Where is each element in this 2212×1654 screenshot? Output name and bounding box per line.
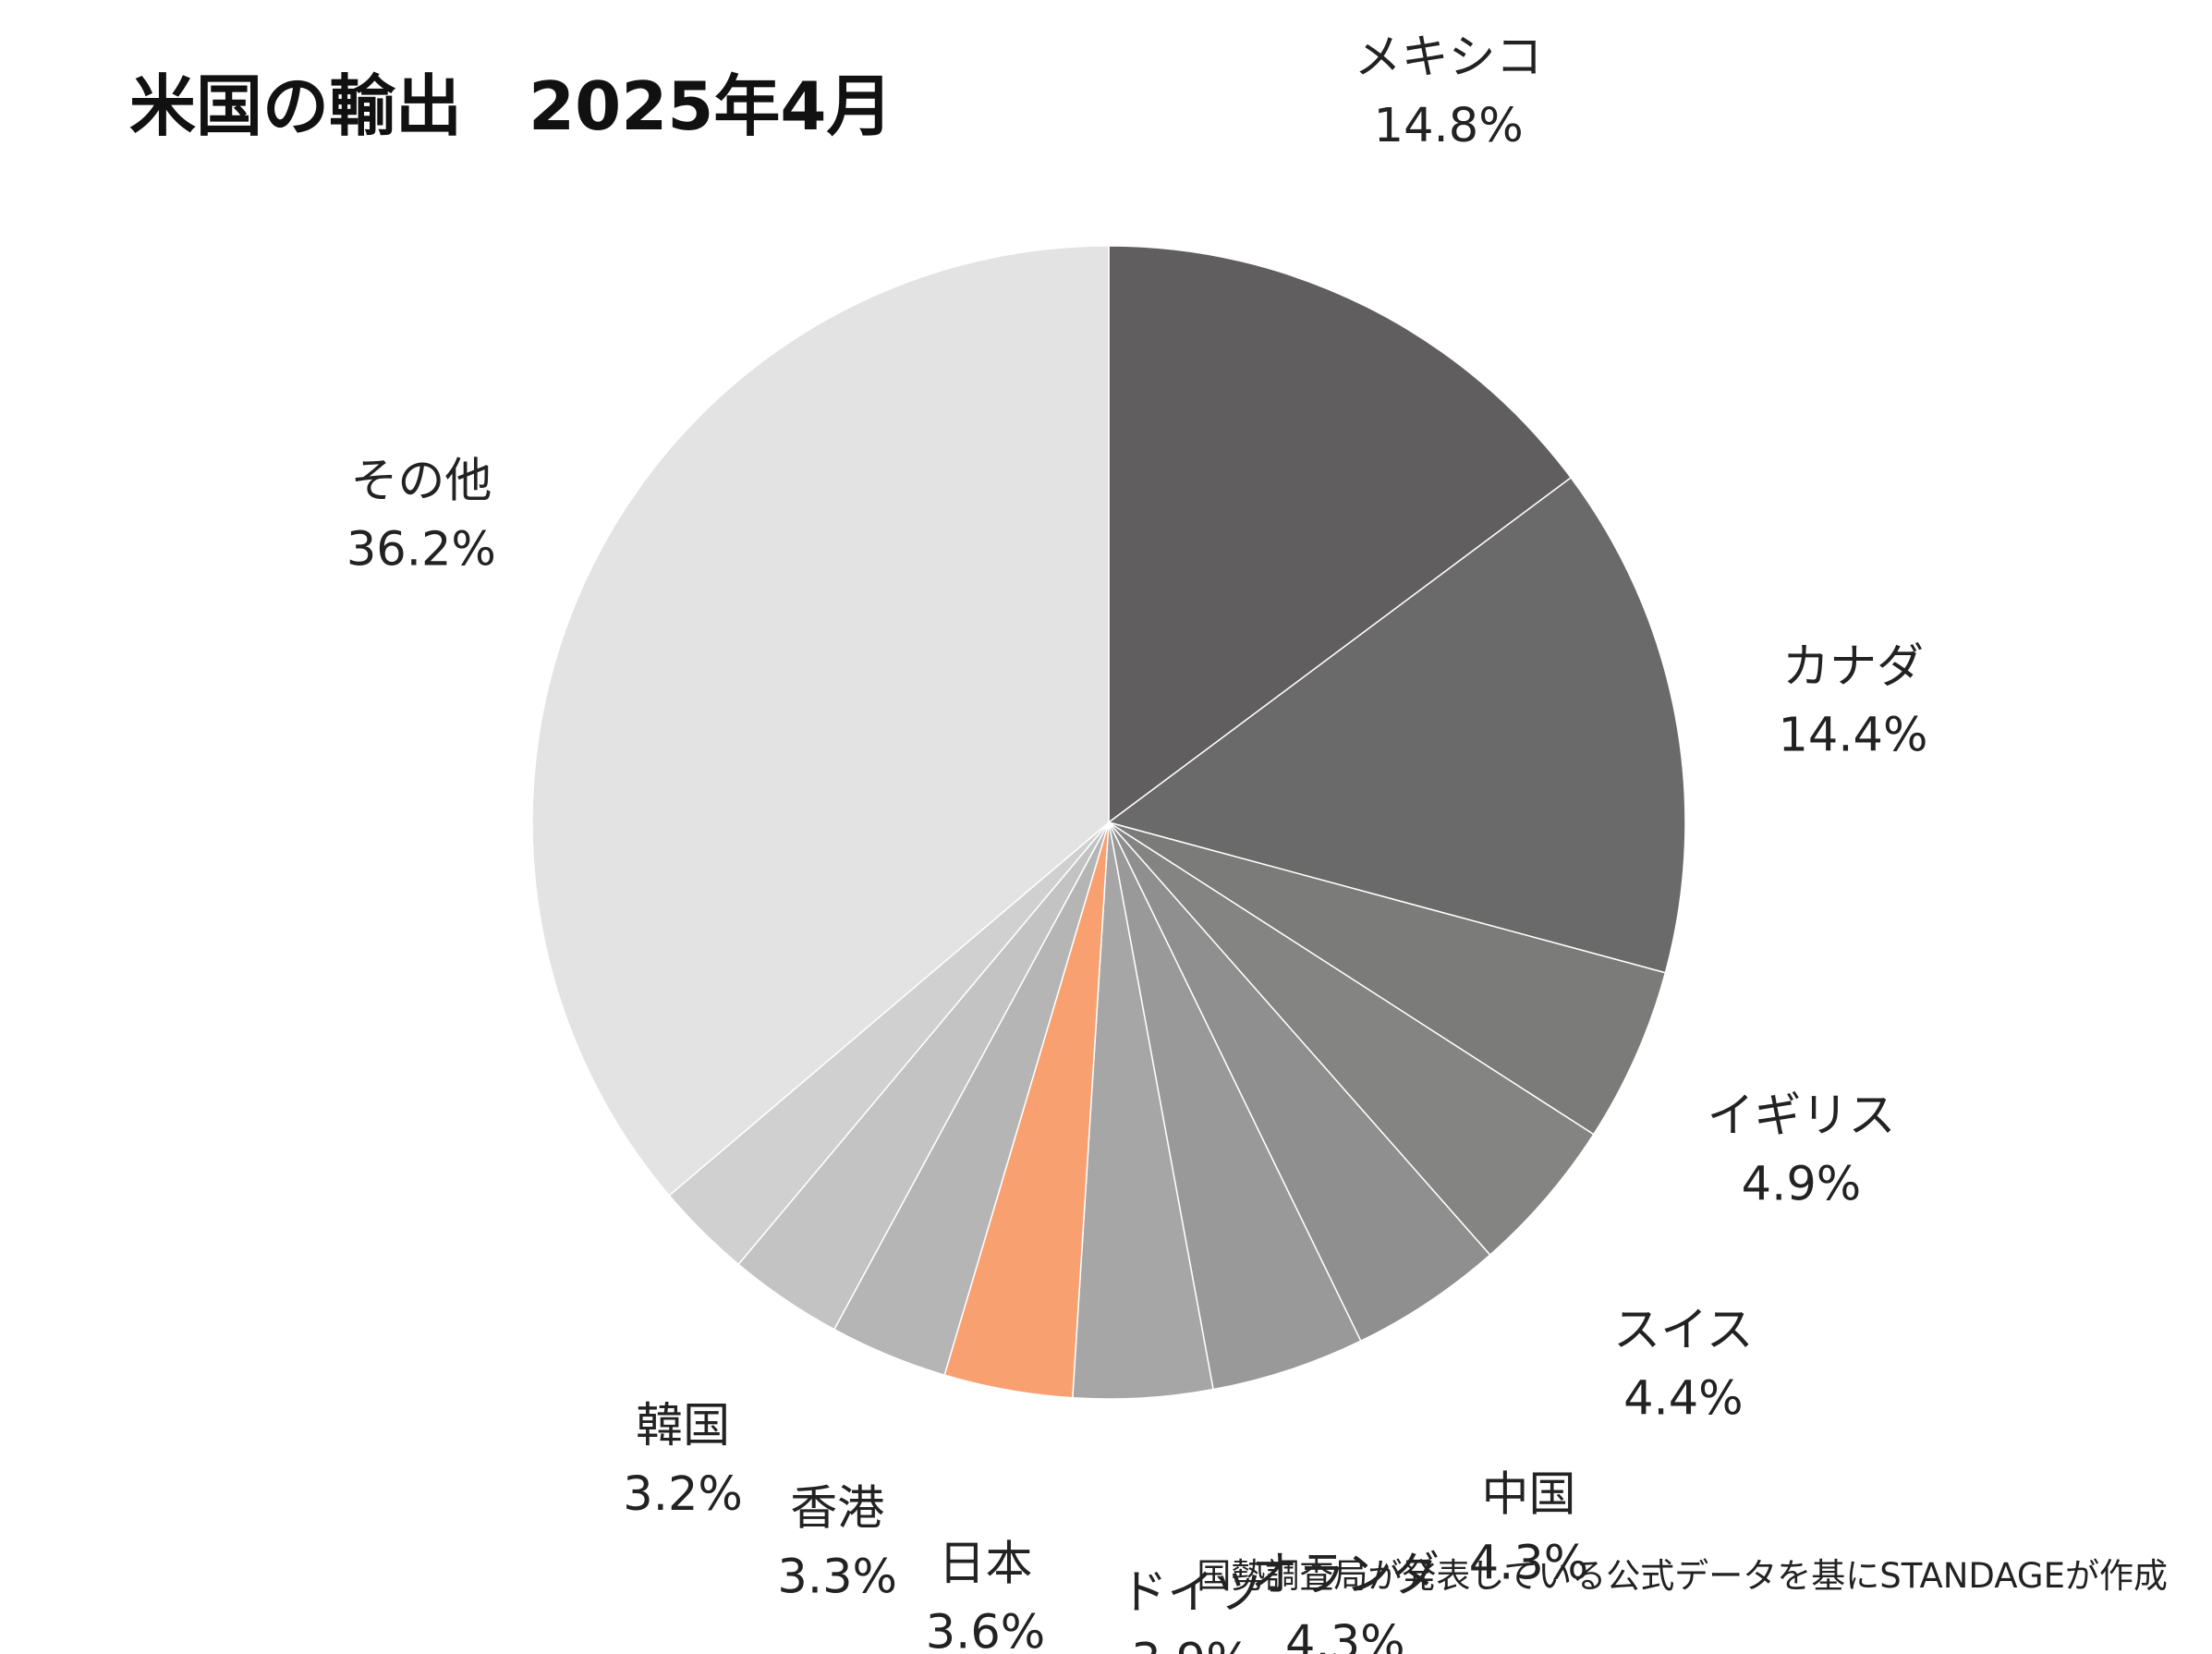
- slice-label-10: 韓国: [636, 1399, 730, 1453]
- slice-label-3: イギリス: [1707, 1089, 1895, 1144]
- pie-slices: [531, 245, 1686, 1400]
- pie-slice-3: [1108, 821, 1667, 1136]
- slice-labels: メキシコ14.8%カナダ14.4%イギリス4.9%スイス4.4%中国4.3%オラ…: [346, 30, 1928, 1654]
- slice-label-1: メキシコ: [1355, 30, 1543, 85]
- pie-slice-4: [1108, 821, 1595, 1257]
- slice-label-group-7: ドイツ 3.9%: [1120, 1566, 1261, 1654]
- slice-label-9: 香港: [790, 1482, 884, 1537]
- chart-title: 米国の輸出 2025年4月: [129, 67, 893, 145]
- slice-label-4: スイス: [1613, 1304, 1753, 1358]
- slice-label-group-3: イギリス 4.9%: [1707, 1089, 1895, 1212]
- slice-value-1: 14.8%: [1374, 99, 1524, 153]
- slice-label-group-5: 中国 4.3%: [1469, 1468, 1589, 1591]
- slice-value-4: 4.4%: [1623, 1372, 1744, 1427]
- source-note: 国勢調査局が発表している公式データを基にSTANDAGEが作成: [1197, 1556, 2168, 1596]
- slice-label-2: カナダ: [1782, 639, 1924, 694]
- pie-slice-12: [531, 245, 1110, 1197]
- slice-value-3: 4.9%: [1742, 1158, 1862, 1212]
- slice-label-5: 中国: [1481, 1468, 1575, 1523]
- slice-label-group-4: スイス 4.4%: [1613, 1304, 1753, 1427]
- slice-value-12: 36.2%: [346, 523, 496, 578]
- slice-value-8: 3.6%: [926, 1605, 1046, 1654]
- pie-slice-5: [1108, 821, 1491, 1343]
- slice-value-6: 4.3%: [1285, 1616, 1405, 1654]
- slice-label-8: 日本: [938, 1537, 1032, 1591]
- slice-value-10: 3.2%: [623, 1467, 743, 1522]
- slice-label-group-6: オランダ 4.3%: [1251, 1548, 1440, 1654]
- slice-value-5: 4.3%: [1469, 1537, 1589, 1591]
- slice-label-12: その他: [350, 455, 492, 509]
- pie-slice-2: [1107, 476, 1686, 974]
- slice-label-group-8: 日本 3.6%: [926, 1537, 1046, 1654]
- slice-label-group-1: メキシコ 14.8%: [1355, 30, 1543, 153]
- pie-slice-1: [1108, 245, 1573, 824]
- slice-label-group-10: 韓国 3.2%: [623, 1399, 743, 1522]
- pie-slice-6: [1108, 821, 1362, 1391]
- slice-label-group-9: 香港 3.3%: [777, 1482, 897, 1605]
- slice-label-group-2: カナダ 14.4%: [1778, 639, 1927, 762]
- slice-label-group-12: その他 36.2%: [346, 455, 496, 578]
- slice-value-9: 3.3%: [777, 1551, 897, 1605]
- slice-label-6: オランダ: [1251, 1548, 1440, 1602]
- slice-value-7: 3.9%: [1131, 1635, 1251, 1654]
- slice-value-2: 14.4%: [1778, 708, 1927, 762]
- slice-label-7: ドイツ: [1120, 1566, 1261, 1621]
